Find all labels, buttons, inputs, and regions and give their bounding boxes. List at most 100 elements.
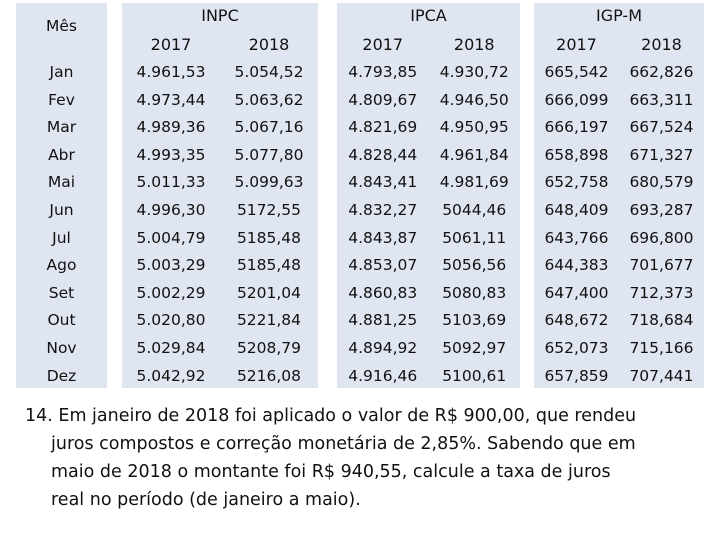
value-cell: 5201,04 [236, 283, 302, 302]
value-cell: 4.828,44 [348, 145, 418, 164]
value-cell: 5208,79 [236, 339, 302, 357]
value-cell: 5.020,80 [136, 311, 206, 330]
value-cell: 5100,61 [442, 366, 507, 385]
value-cell: 5.063,62 [234, 90, 304, 109]
value-cell: 693,287 [629, 201, 694, 219]
value-cell: 665,542 [544, 63, 609, 81]
value-cell: 4.961,53 [136, 63, 206, 81]
ipca-header: IPCA [410, 6, 447, 25]
value-cell: 4.853,07 [348, 256, 418, 275]
value-cell: 715,166 [629, 339, 694, 357]
value-cell: 5061,11 [442, 228, 507, 247]
value-cell: 712,373 [629, 283, 694, 302]
month-cell: Jun [49, 201, 74, 219]
value-cell: 658,898 [544, 145, 609, 164]
value-cell: 4.843,87 [348, 228, 418, 247]
value-cell: 4.950,95 [439, 118, 509, 137]
value-cell: 5.077,80 [234, 145, 304, 164]
month-cell: Out [47, 311, 76, 330]
value-cell: 5.003,29 [136, 256, 206, 275]
value-cell: 652,073 [544, 339, 609, 357]
month-cell: Mai [47, 173, 76, 192]
value-cell: 4.916,46 [348, 366, 418, 385]
month-cell: Set [48, 283, 75, 302]
month-cell: Abr [48, 145, 75, 164]
value-cell: 4.930,72 [439, 63, 509, 81]
inpc-year-2018: 2018 [248, 35, 290, 54]
value-cell: 4.894,92 [348, 339, 418, 357]
value-cell: 5.067,16 [234, 118, 304, 137]
question-line: 14. Em janeiro de 2018 foi aplicado o va… [25, 406, 637, 426]
value-cell: 5.029,84 [136, 339, 206, 357]
month-cell: Jul [52, 228, 71, 247]
value-cell: 4.993,35 [136, 145, 206, 164]
value-cell: 5.004,79 [136, 228, 206, 247]
month-cell: Ago [46, 256, 77, 275]
value-cell: 644,383 [544, 256, 609, 275]
ipca-column-group: IPCA 2017 2018 4.793,85 4.809,67 4.821,69 4… [337, 3, 520, 388]
value-cell: 4.860,83 [348, 283, 418, 302]
value-cell: 4.881,25 [348, 311, 418, 330]
month-cell: Dez [46, 366, 77, 385]
value-cell: 647,400 [544, 283, 609, 302]
value-cell: 4.821,69 [348, 118, 418, 137]
value-cell: 4.809,67 [348, 90, 418, 109]
inpc-column-group: INPC 2017 2018 4.961,53 4.973,44 4.989,36 4… [122, 3, 318, 388]
value-cell: 667,524 [629, 118, 694, 137]
inflation-index-table: Mês Jan Fev Mar Abr Mai Jun Jul Ago Set Out Nov Dez… [16, 3, 704, 388]
value-cell: 4.832,27 [348, 201, 418, 219]
value-cell: 5.011,33 [136, 173, 206, 192]
value-cell: 5.042,92 [136, 366, 206, 385]
month-header: Mês [46, 17, 77, 35]
value-cell: 718,684 [629, 311, 694, 330]
ipca-year-2018: 2018 [453, 35, 495, 54]
month-cell: Mar [46, 118, 77, 137]
value-cell: 5185,48 [236, 228, 302, 247]
igpm-year-2017: 2017 [556, 35, 597, 54]
value-cell: 707,441 [629, 366, 694, 385]
value-cell: 5044,46 [442, 201, 507, 219]
value-cell: 5185,48 [236, 256, 302, 275]
value-cell: 666,099 [544, 90, 609, 109]
value-cell: 4.996,30 [136, 201, 206, 219]
value-cell: 5.002,29 [136, 283, 206, 302]
ipca-year-2017: 2017 [362, 35, 404, 54]
value-cell: 4.843,41 [348, 173, 418, 192]
value-cell: 5216,08 [236, 366, 302, 385]
value-cell: 663,311 [629, 90, 694, 109]
value-cell: 657,859 [544, 366, 609, 385]
value-cell: 4.973,44 [136, 90, 206, 109]
value-cell: 4.793,85 [348, 63, 418, 81]
value-cell: 5092,97 [442, 339, 507, 357]
value-cell: 701,677 [629, 256, 694, 275]
value-cell: 5.099,63 [234, 173, 304, 192]
month-cell: Fev [48, 90, 75, 109]
value-cell: 643,766 [544, 228, 609, 247]
value-cell: 5103,69 [442, 311, 507, 330]
value-cell: 4.961,84 [439, 145, 509, 164]
value-cell: 652,758 [544, 173, 609, 192]
igpm-header: IGP-M [596, 6, 642, 25]
value-cell: 4.981,69 [439, 173, 509, 192]
inpc-header: INPC [201, 6, 239, 25]
question-line: real no período (de janeiro a maio). [51, 490, 361, 510]
month-cell: Nov [46, 339, 77, 357]
igpm-column-group: IGP-M 2017 2018 665,542 666,099 666,197 658… [534, 3, 704, 388]
month-cell: Jan [49, 63, 74, 81]
value-cell: 648,409 [544, 201, 609, 219]
value-cell: 5221,84 [236, 311, 302, 330]
value-cell: 5172,55 [236, 201, 302, 219]
value-cell: 680,579 [629, 173, 694, 192]
value-cell: 666,197 [544, 118, 609, 137]
value-cell: 648,672 [544, 311, 609, 330]
value-cell: 696,800 [629, 228, 694, 247]
value-cell: 5056,56 [442, 256, 507, 275]
question-text: 14. Em janeiro de 2018 foi aplicado o va… [25, 402, 690, 514]
question-line: maio de 2018 o montante foi R$ 940,55, c… [51, 462, 611, 482]
value-cell: 662,826 [629, 63, 694, 81]
month-column: Mês Jan Fev Mar Abr Mai Jun Jul Ago Set Out Nov Dez [16, 3, 107, 388]
value-cell: 5.054,52 [234, 63, 304, 81]
igpm-year-2018: 2018 [641, 35, 682, 54]
value-cell: 4.946,50 [439, 90, 509, 109]
question-line: juros compostos e correção monetária de … [51, 434, 636, 454]
